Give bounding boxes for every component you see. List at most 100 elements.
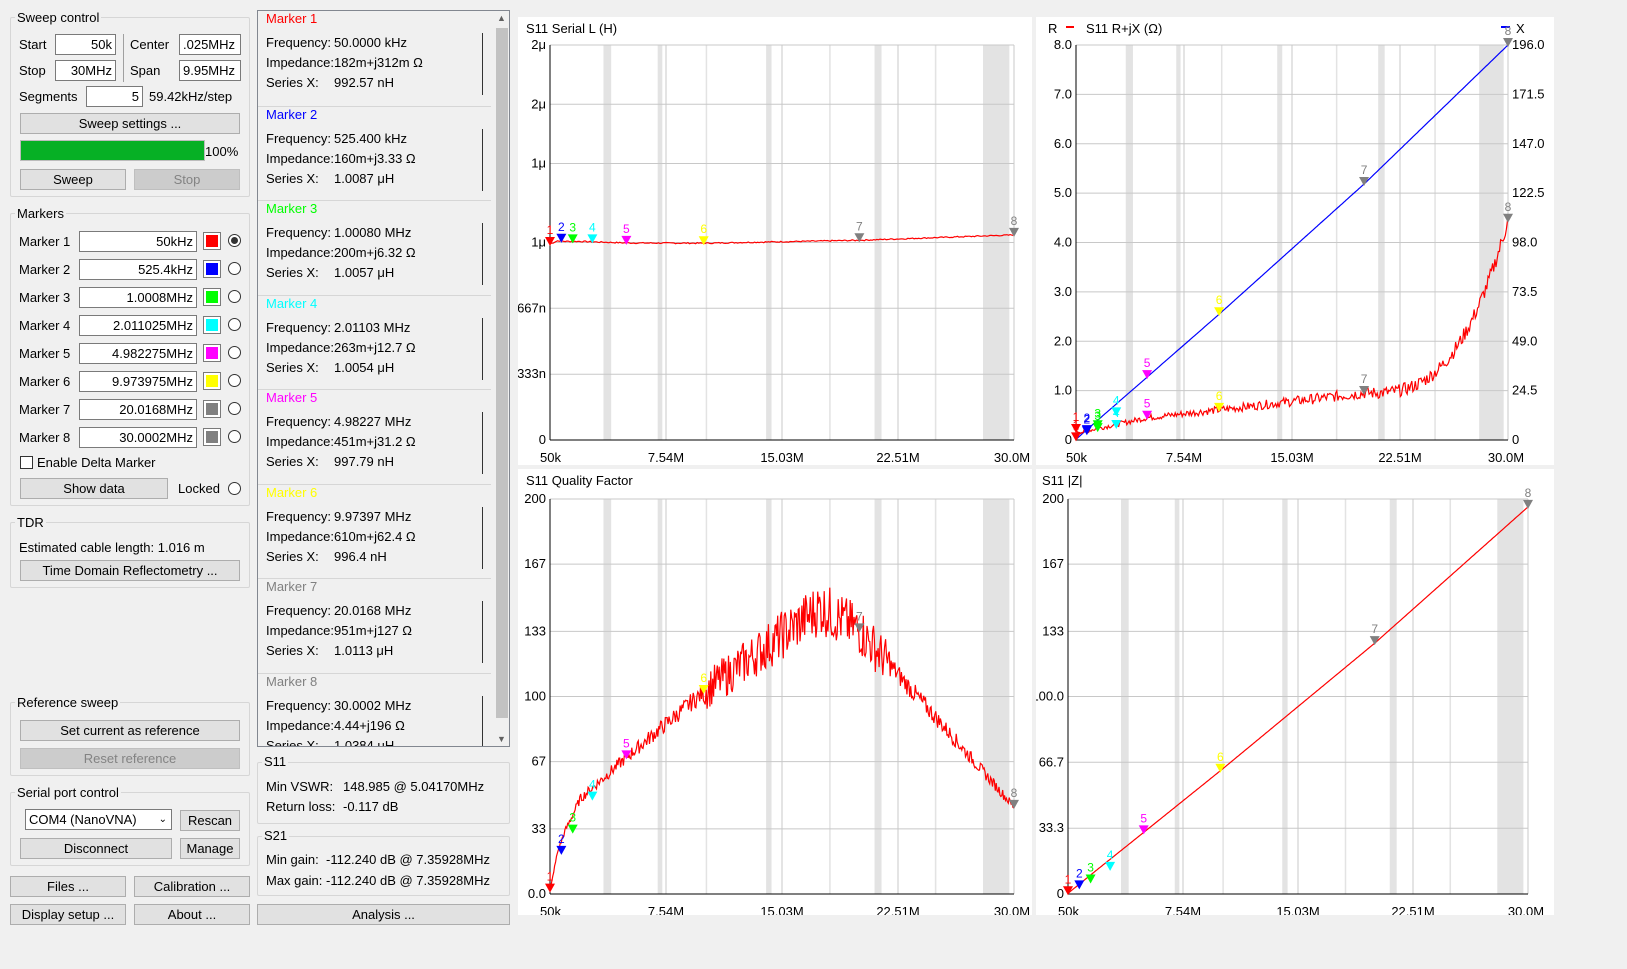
marker-data-list[interactable]: Marker 1 Frequency: 50.0000 kHz Impedance: 1… — [257, 10, 510, 747]
span-input[interactable]: 9.95MHz — [179, 60, 241, 81]
marker-data-title: Marker 3 — [266, 201, 318, 216]
marker-color-swatch[interactable] — [203, 400, 221, 418]
chart-marker-icon — [545, 236, 555, 246]
files-button[interactable]: Files ... — [10, 876, 126, 897]
marker-color-swatch[interactable] — [203, 316, 221, 334]
marker-color-fill — [206, 403, 218, 415]
center-input[interactable]: .025MHz — [179, 34, 241, 55]
chart-marker-x-label: 5 — [1144, 356, 1151, 370]
s11-title: S11 — [262, 754, 289, 769]
chart-marker-label: 1 — [547, 223, 554, 237]
marker-color-fill — [206, 235, 218, 247]
show-data-button[interactable]: Show data — [20, 478, 168, 499]
chart-marker-r-icon — [1071, 424, 1081, 434]
stop-input[interactable]: 30MHz — [55, 60, 116, 81]
return-loss-label: Return loss: — [266, 799, 336, 814]
marker-select-radio[interactable] — [228, 262, 241, 275]
marker-color-fill — [206, 431, 218, 443]
x-tick-label: 22.51M — [1391, 904, 1434, 915]
series-x-value: 996.4 nH — [334, 548, 387, 564]
frequency-label: Frequency: — [266, 603, 332, 618]
chart-marker-label: 5 — [1140, 811, 1147, 825]
rescan-button[interactable]: Rescan — [180, 810, 240, 831]
sweep-button[interactable]: Sweep — [20, 169, 126, 190]
chart-marker-icon — [567, 234, 578, 244]
tdr-button[interactable]: Time Domain Reflectometry ... — [20, 560, 240, 581]
marker-data-title: Marker 1 — [266, 11, 318, 26]
marker-color-swatch[interactable] — [203, 232, 221, 250]
chart-marker-label: 7 — [856, 219, 863, 233]
step-text: 59.42kHz/step — [149, 89, 233, 104]
port-select[interactable]: COM4 (NanoVNA) ⌄ — [25, 809, 172, 830]
marker-select-radio[interactable] — [228, 430, 241, 443]
marker-frequency-input[interactable]: 30.0002MHz — [79, 427, 197, 448]
marker-label: Marker 8 — [19, 430, 71, 445]
chart-r-jx[interactable]: R S11 R+jX (Ω) X 0 1.0 2.0 3.0 4.0 5.0 6.0 7.0 8… — [1036, 17, 1554, 465]
y-tick-label: 6.0 — [1054, 136, 1072, 151]
marker-frequency-input[interactable]: 2.011025MHz — [79, 315, 197, 336]
delta-marker-checkbox[interactable] — [20, 456, 33, 469]
chart-marker-icon — [1063, 886, 1073, 896]
manage-button[interactable]: Manage — [180, 838, 240, 859]
chart-marker-icon — [698, 236, 709, 246]
marker-color-swatch[interactable] — [203, 288, 221, 306]
chart-serial-l[interactable]: S11 Serial L (H) 0 333n 667n 1μ 1μ 2μ 2μ 50k 7.5… — [518, 17, 1032, 465]
chart-marker-label: 4 — [1107, 848, 1114, 862]
marker-select-radio[interactable] — [228, 290, 241, 303]
marker-frequency-input[interactable]: 525.4kHz — [79, 259, 197, 280]
marker-color-swatch[interactable] — [203, 372, 221, 390]
scroll-up-icon[interactable]: ▲ — [497, 13, 506, 23]
disconnect-button[interactable]: Disconnect — [20, 838, 172, 859]
chart-marker-label: 5 — [623, 222, 630, 236]
stop-button[interactable]: Stop — [134, 169, 240, 190]
marker-data-block: Marker 1 Frequency: 50.0000 kHz Impedance: 1… — [258, 11, 491, 103]
reset-reference-button[interactable]: Reset reference — [20, 748, 240, 769]
marker-select-radio[interactable] — [228, 318, 241, 331]
marker-select-radio[interactable] — [228, 374, 241, 387]
marker-frequency-input[interactable]: 4.982275MHz — [79, 343, 197, 364]
set-reference-button[interactable]: Set current as reference — [20, 720, 240, 741]
about-button[interactable]: About ... — [134, 904, 250, 925]
chart-marker-label: 7 — [856, 609, 863, 623]
x-tick-label: 7.54M — [1166, 450, 1202, 465]
sweep-settings-button[interactable]: Sweep settings ... — [20, 113, 240, 134]
y-tick-label: 0 — [1065, 432, 1072, 447]
series-x-value: 1.0057 μH — [334, 265, 395, 280]
marker-frequency-input[interactable]: 1.0008MHz — [79, 287, 197, 308]
chart-marker-r-icon — [1081, 425, 1092, 435]
calibration-button[interactable]: Calibration ... — [134, 876, 250, 897]
analysis-button[interactable]: Analysis ... — [257, 904, 510, 925]
marker-select-radio[interactable] — [228, 402, 241, 415]
marker-select-radio[interactable] — [228, 234, 241, 247]
marker-color-swatch[interactable] — [203, 260, 221, 278]
scrollbar-thumb[interactable] — [496, 28, 508, 718]
sweep-control-title: Sweep control — [15, 10, 102, 25]
start-input[interactable]: 50k — [55, 34, 116, 55]
tdr-title: TDR — [15, 515, 46, 530]
marker-frequency-input[interactable]: 9.973975MHz — [79, 371, 197, 392]
marker-color-swatch[interactable] — [203, 344, 221, 362]
series-x-label: Series X: — [266, 548, 319, 564]
scroll-down-icon[interactable]: ▼ — [497, 734, 506, 744]
chart-impedance-magnitude[interactable]: S11 |Z| 033.366.7100.013316720050k7.54M1… — [1036, 469, 1554, 915]
marker-frequency-input[interactable]: 20.0168MHz — [79, 399, 197, 420]
chart-quality-factor[interactable]: S11 Quality Factor 0.0 33 67 100 133 167 200 50… — [518, 469, 1032, 915]
chart-marker-label: 6 — [700, 222, 707, 236]
y2-tick-label: 73.5 — [1512, 284, 1537, 299]
segments-input[interactable]: 5 — [86, 86, 143, 107]
y-tick-label: 66.7 — [1039, 754, 1064, 769]
y2-tick-label: 196.0 — [1512, 37, 1545, 52]
chart-marker-icon — [556, 845, 567, 855]
scrollbar[interactable]: ▲ ▼ — [494, 11, 509, 746]
chart-marker-icon — [545, 883, 555, 893]
chart-marker-label: 8 — [1011, 786, 1018, 800]
markers-group — [10, 213, 250, 506]
locked-radio[interactable] — [228, 482, 241, 495]
marker-color-swatch[interactable] — [203, 428, 221, 446]
frequency-value: 1.00080 MHz — [334, 225, 412, 240]
x-tick-label: 22.51M — [1378, 450, 1421, 465]
display-setup-button[interactable]: Display setup ... — [10, 904, 126, 925]
marker-select-radio[interactable] — [228, 346, 241, 359]
marker-frequency-input[interactable]: 50kHz — [79, 231, 197, 252]
